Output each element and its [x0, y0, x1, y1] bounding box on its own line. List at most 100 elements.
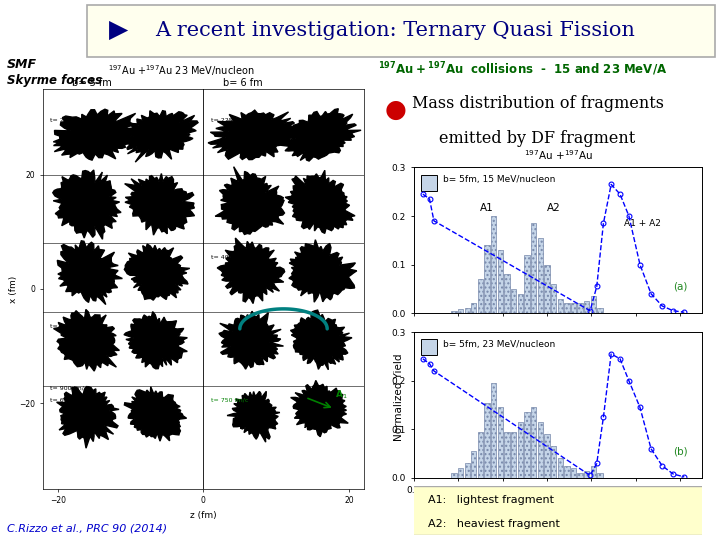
Polygon shape [227, 392, 280, 442]
Bar [511, 432, 516, 478]
Text: (a): (a) [673, 282, 688, 292]
Text: A1 + A2: A1 + A2 [624, 219, 661, 228]
Text: Normalized Yield: Normalized Yield [394, 353, 404, 441]
Text: t= 400 fm/c: t= 400 fm/c [50, 323, 88, 328]
Bar [421, 175, 437, 191]
Bar [464, 308, 470, 313]
Polygon shape [291, 380, 348, 437]
Bar [524, 255, 530, 313]
Bar [458, 309, 463, 313]
Text: t= 750 fm/c: t= 750 fm/c [211, 397, 248, 402]
Text: b= 5fm, 15 MeV/nucleon: b= 5fm, 15 MeV/nucleon [443, 176, 555, 184]
Polygon shape [53, 170, 121, 239]
Polygon shape [289, 240, 357, 302]
Bar [598, 308, 603, 313]
Text: $^{197}$Au +$^{197}$Au 23 MeV/nucleon: $^{197}$Au +$^{197}$Au 23 MeV/nucleon [108, 64, 255, 78]
Text: A1: A1 [480, 203, 494, 213]
Text: b= 6 fm: b= 6 fm [223, 78, 263, 89]
Text: t= 900 fm/c: t= 900 fm/c [50, 386, 88, 391]
Y-axis label: x (fm): x (fm) [9, 275, 18, 302]
Text: ▶: ▶ [109, 18, 128, 42]
Polygon shape [215, 167, 284, 234]
Bar [518, 422, 523, 478]
Polygon shape [290, 310, 352, 370]
Text: A2: A2 [546, 203, 560, 213]
Text: A$_1$: A$_1$ [336, 388, 348, 401]
Text: A$_2$: A$_2$ [302, 420, 315, 432]
Text: Mass distribution of fragments: Mass distribution of fragments [412, 95, 664, 112]
Polygon shape [123, 111, 198, 162]
Bar [451, 311, 456, 313]
Text: emitted by DF fragment: emitted by DF fragment [439, 130, 636, 147]
Bar [571, 468, 576, 478]
X-axis label: z (fm): z (fm) [190, 511, 217, 520]
Polygon shape [58, 241, 122, 305]
Bar [531, 224, 536, 313]
Bar [584, 470, 590, 478]
Bar [458, 468, 463, 478]
Text: $^{197}$Au +$^{197}$Au: $^{197}$Au +$^{197}$Au [523, 148, 593, 162]
Bar [478, 432, 483, 478]
Text: t= 225fm/c: t= 225fm/c [211, 118, 246, 123]
Text: t= 400 fm/c: t= 400 fm/c [211, 255, 248, 260]
Text: $\mathbf{^{197}Au + ^{197}Au}$  collisions  -  15 and 23 MeV/A: $\mathbf{^{197}Au + ^{197}Au}$ collision… [378, 60, 667, 78]
Text: A2:   heaviest fragment: A2: heaviest fragment [428, 519, 560, 529]
Bar [538, 422, 543, 478]
Bar [485, 245, 490, 313]
Text: Skyrme forces: Skyrme forces [7, 73, 102, 87]
Polygon shape [217, 238, 284, 303]
Polygon shape [57, 387, 119, 448]
Bar [498, 250, 503, 313]
Text: A recent investigation: Ternary Quasi Fission: A recent investigation: Ternary Quasi Fi… [156, 21, 635, 39]
Bar [491, 383, 496, 478]
Bar [471, 303, 477, 313]
Text: ●: ● [384, 98, 406, 123]
Polygon shape [282, 109, 361, 161]
Bar [491, 216, 496, 313]
Bar [557, 458, 563, 478]
Text: b= 5 fm: b= 5 fm [72, 78, 112, 89]
Bar [505, 432, 510, 478]
Bar [544, 434, 549, 478]
Text: t= 20 fm/c: t= 20 fm/c [50, 118, 84, 123]
Bar [557, 299, 563, 313]
Bar [577, 303, 582, 313]
Bar [485, 403, 490, 478]
Bar [598, 473, 603, 478]
Bar [544, 265, 549, 313]
Bar [584, 301, 590, 313]
Polygon shape [125, 244, 190, 300]
Bar [577, 473, 582, 478]
Bar [421, 339, 437, 355]
Polygon shape [53, 309, 120, 371]
Bar [498, 407, 503, 478]
Text: SMF: SMF [7, 57, 37, 71]
Polygon shape [208, 110, 302, 160]
Bar [524, 413, 530, 478]
Polygon shape [285, 170, 355, 233]
Bar [471, 451, 477, 478]
Polygon shape [219, 311, 284, 369]
FancyBboxPatch shape [87, 5, 716, 57]
Bar [531, 407, 536, 478]
Bar [538, 238, 543, 313]
Bar [551, 284, 557, 313]
Text: (b): (b) [673, 447, 688, 457]
X-axis label: Mass A (%): Mass A (%) [529, 501, 587, 511]
Bar [478, 279, 483, 313]
Bar [518, 294, 523, 313]
Text: b= 5fm, 23 MeV/nucleon: b= 5fm, 23 MeV/nucleon [443, 340, 555, 349]
Bar [591, 296, 596, 313]
Polygon shape [53, 109, 143, 160]
Bar [505, 274, 510, 313]
Bar [451, 473, 456, 478]
Polygon shape [125, 173, 194, 235]
FancyBboxPatch shape [411, 485, 705, 535]
Bar [591, 465, 596, 478]
Bar [564, 303, 570, 313]
Text: t= 650 fm/c: t= 650 fm/c [50, 397, 88, 402]
Bar [464, 463, 470, 478]
Bar [564, 465, 570, 478]
Text: C.Rizzo et al., PRC 90 (2014): C.Rizzo et al., PRC 90 (2014) [7, 524, 167, 534]
Polygon shape [125, 387, 186, 441]
